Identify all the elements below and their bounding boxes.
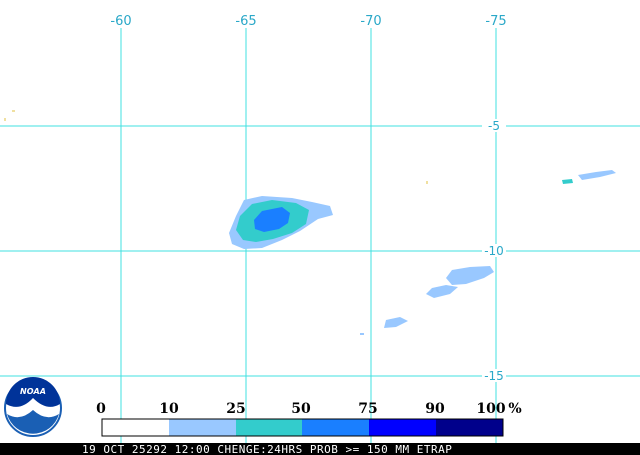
latitude-label: -10 [484,244,504,258]
legend-tick-label: 75 [358,401,377,417]
latitude-label: -15 [484,369,504,383]
longitude-label: -70 [360,14,381,29]
prob-speck [4,118,6,121]
noaa-logo-text: NOAA [20,387,46,396]
legend-tick-label: 10 [159,401,179,417]
prob-speck [360,333,364,335]
noaa-logo: NOAA [4,377,62,437]
legend-tick-label: 50 [291,401,311,417]
longitude-label: -60 [110,14,131,29]
legend-unit: % [508,401,521,417]
legend-tick-label: 25 [226,401,245,417]
noaa-logo-sky [6,377,60,407]
prob-area-10-25 [426,285,458,298]
longitude-label: -75 [485,14,506,29]
prob-speck [426,181,428,184]
lat-label-bg [482,369,506,382]
lat-label-bg [482,119,506,132]
probability-field [4,110,616,335]
legend-swatch-90-100 [436,419,503,436]
legend-tick-label: 0 [96,401,106,417]
noaa-logo-sea [7,410,59,434]
graticule [0,28,640,445]
lat-label-bg [482,244,506,257]
legend-tick-label: 90 [425,401,445,417]
legend-tick-label: 100 [476,401,505,417]
prob-area-10-25 [578,170,616,180]
prob-area-25-50 [562,179,573,184]
legend-swatch-50-75 [302,419,369,436]
legend-swatch-25-50 [236,419,302,436]
legend-swatch-0-10 [102,419,169,436]
legend: 0 10 25 50 75 90 100 % [96,401,522,437]
caption-text: 19 OCT 25292 12:00 CHENGE:24HRS PROB >= … [82,443,452,455]
legend-swatch-10-25 [169,419,236,436]
prob-speck [12,110,15,112]
prob-area-10-25 [446,266,494,285]
prob-area-10-25 [384,317,408,328]
legend-swatch-75-90 [369,419,436,436]
prob-area-50-75 [254,207,290,232]
legend-frame [101,418,504,437]
latitude-label: -5 [488,119,500,133]
caption-bar [0,443,640,455]
longitude-label: -65 [235,14,256,29]
